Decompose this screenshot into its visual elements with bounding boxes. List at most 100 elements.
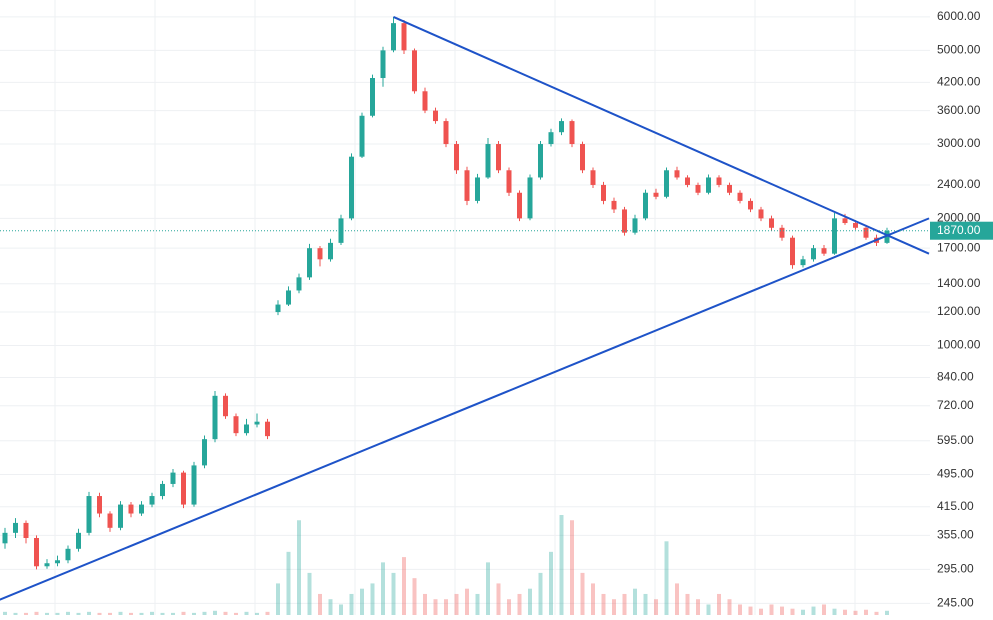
y-tick-label: 4200.00 — [937, 74, 981, 88]
candle-body — [338, 218, 344, 243]
volume-bar — [339, 604, 343, 615]
volume-bar — [717, 593, 721, 615]
volume-bar — [24, 612, 28, 615]
candle-body — [422, 91, 428, 111]
volume-bar — [528, 588, 532, 615]
candle-body — [76, 532, 81, 549]
candle-body — [454, 144, 459, 171]
volume-bar — [601, 593, 606, 615]
volume-bar — [412, 578, 417, 615]
candle-body — [611, 200, 617, 210]
candle-body — [580, 144, 585, 171]
candle-body — [307, 248, 312, 278]
candle-body — [706, 177, 711, 193]
candle-body — [527, 177, 533, 219]
candle-body — [769, 218, 774, 228]
candle-body — [296, 277, 302, 291]
candle-body — [212, 395, 218, 440]
candle-body — [601, 184, 606, 201]
y-tick-label: 2400.00 — [937, 177, 981, 191]
candle-body — [496, 144, 501, 171]
last-price-label: 1870.00 — [937, 223, 981, 237]
candle-body — [863, 227, 869, 238]
volume-bar — [853, 610, 858, 615]
volume-bar — [622, 593, 627, 615]
volume-bar — [580, 572, 585, 615]
candle-body — [44, 563, 50, 567]
volume-bar — [402, 557, 406, 615]
candle-body — [86, 496, 92, 533]
candle-body — [800, 259, 806, 266]
volume-bar — [811, 606, 816, 615]
volume-bar — [349, 593, 354, 615]
volume-bar — [843, 609, 847, 615]
volume-bar — [549, 551, 553, 615]
candle-body — [475, 177, 480, 201]
candle-body — [380, 50, 386, 79]
candle-body — [569, 121, 575, 145]
volume-bar — [328, 599, 333, 615]
volume-bar — [685, 593, 690, 615]
candle-body — [674, 170, 680, 178]
candle-body — [853, 223, 858, 228]
candle-body — [13, 522, 18, 533]
volume-bar — [696, 599, 700, 615]
volume-bar — [465, 588, 469, 615]
candle-body — [275, 304, 281, 313]
volume-bar — [633, 588, 637, 615]
candle-body — [643, 192, 648, 219]
candle-body — [286, 290, 291, 305]
volume-bar — [139, 612, 144, 615]
volume-bar — [591, 583, 595, 615]
candle-body — [664, 170, 669, 197]
volume-bar — [570, 520, 574, 615]
volume-bar — [181, 611, 186, 615]
candle-body — [97, 496, 102, 514]
y-tick-label: 1400.00 — [937, 276, 981, 290]
y-tick-label: 495.00 — [937, 467, 974, 481]
candle-body — [538, 144, 543, 178]
candle-body — [349, 156, 354, 219]
candle-body — [506, 170, 512, 193]
volume-bar — [559, 515, 564, 615]
candle-body — [622, 209, 627, 233]
y-tick-label: 1200.00 — [937, 304, 981, 318]
volume-bar — [213, 610, 217, 615]
trendline — [393, 16, 930, 255]
volume-bar — [381, 562, 385, 615]
volume-bar — [612, 599, 616, 615]
volume-bar — [297, 520, 301, 615]
candle-body — [559, 121, 564, 133]
candle-body — [517, 192, 522, 219]
y-tick-label: 3600.00 — [937, 103, 981, 117]
volume-bar — [874, 611, 879, 615]
volume-bar — [97, 612, 102, 615]
y-tick-label: 295.00 — [937, 562, 974, 576]
candle-body — [149, 496, 155, 505]
candle-body — [464, 170, 470, 201]
y-tick-label: 595.00 — [937, 433, 974, 447]
candle-body — [842, 218, 848, 224]
y-tick-label: 355.00 — [937, 528, 974, 542]
candle-body — [202, 439, 207, 466]
volume-bar — [738, 604, 742, 615]
volume-bar — [244, 611, 249, 615]
candle-body — [23, 522, 29, 539]
volume-bar — [748, 606, 753, 615]
candle-body — [170, 472, 176, 484]
volume-bar — [276, 583, 280, 615]
volume-bar — [643, 593, 648, 615]
candle-body — [401, 23, 407, 51]
candle-body — [821, 248, 827, 254]
candle-body — [485, 144, 491, 178]
volume-bar — [87, 611, 91, 615]
volume-bar — [517, 593, 522, 615]
y-tick-label: 3000.00 — [937, 136, 981, 150]
candle-body — [139, 504, 144, 514]
y-tick-label: 840.00 — [937, 370, 974, 384]
volume-bar — [3, 611, 7, 615]
candle-body — [727, 184, 732, 193]
candle-body — [370, 78, 375, 116]
